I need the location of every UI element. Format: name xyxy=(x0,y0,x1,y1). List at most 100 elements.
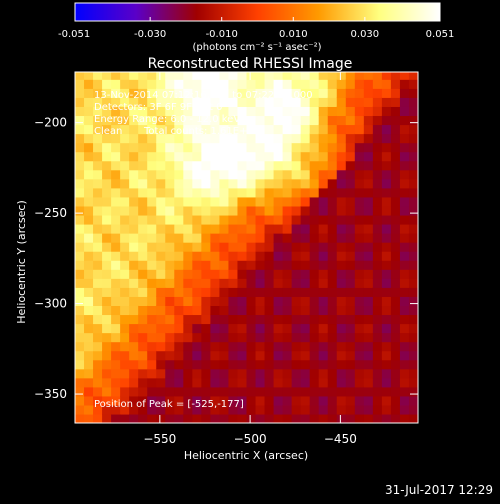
heatmap-cell xyxy=(84,395,94,406)
heatmap-cell xyxy=(138,178,148,189)
heatmap-cell xyxy=(210,332,221,343)
heatmap-cell xyxy=(147,72,157,80)
heatmap-cell xyxy=(129,251,139,261)
heatmap-cell xyxy=(408,296,418,306)
heatmap-cell xyxy=(138,214,148,225)
heatmap-cell xyxy=(381,404,392,415)
heatmap-cell xyxy=(147,386,157,397)
heatmap-cell xyxy=(390,223,401,234)
heatmap-cell xyxy=(291,269,302,279)
heatmap-cell xyxy=(282,106,293,117)
heatmap-cell xyxy=(93,88,103,98)
heatmap-cell xyxy=(84,97,94,107)
heatmap-cell xyxy=(363,115,374,126)
heatmap-cell xyxy=(84,404,94,415)
heatmap-cell xyxy=(102,151,112,162)
heatmap-cell xyxy=(255,124,266,135)
heatmap-cell xyxy=(183,223,193,234)
heatmap-cell xyxy=(390,314,401,325)
heatmap-cell xyxy=(129,305,139,316)
colorbar-tick-label: -0.051 xyxy=(58,29,90,40)
heatmap-cell xyxy=(354,196,365,207)
heatmap-cell xyxy=(201,251,211,261)
heatmap-cell xyxy=(147,97,157,107)
heatmap-cell xyxy=(318,404,329,415)
heatmap-cell xyxy=(201,187,211,198)
heatmap-cell xyxy=(84,386,94,397)
heatmap-cell xyxy=(300,368,311,379)
heatmap-cell xyxy=(282,269,293,279)
heatmap-cell xyxy=(156,223,166,234)
heatmap-cell xyxy=(381,133,392,144)
heatmap-cell xyxy=(309,160,320,171)
heatmap-cell xyxy=(264,233,275,243)
heatmap-cell xyxy=(282,115,293,126)
heatmap-cell xyxy=(102,260,112,270)
heatmap-cell xyxy=(264,395,275,406)
heatmap-cell xyxy=(75,187,85,198)
heatmap-cell xyxy=(273,386,284,397)
heatmap-cell xyxy=(174,160,184,171)
heatmap-cell xyxy=(237,151,248,162)
heatmap-cell xyxy=(147,178,157,189)
heatmap-cell xyxy=(219,187,230,198)
heatmap-cell xyxy=(237,296,248,306)
heatmap-cell xyxy=(84,377,94,388)
heatmap-cell xyxy=(309,251,320,261)
heatmap-cell xyxy=(246,368,257,379)
heatmap-cell xyxy=(300,404,311,415)
heatmap-cell xyxy=(84,332,94,343)
heatmap-cell xyxy=(192,133,202,144)
heatmap-cell xyxy=(237,72,248,80)
heatmap-cell xyxy=(327,233,338,243)
heatmap-cell xyxy=(147,377,157,388)
heatmap-cell xyxy=(228,296,239,306)
annotation-line: 13-Nov-2014 07:12:16.000 to 07:22:16.000 xyxy=(94,90,313,101)
heatmap-cell xyxy=(381,233,392,243)
heatmap-cell xyxy=(93,305,103,316)
heatmap-cell xyxy=(174,350,184,361)
heatmap-cell xyxy=(390,404,401,415)
heatmap-cell xyxy=(363,359,374,370)
heatmap-cell xyxy=(345,169,356,180)
heatmap-cell xyxy=(273,332,284,343)
heatmap-cell xyxy=(345,269,356,279)
heatmap-cell xyxy=(327,187,338,198)
heatmap-cell xyxy=(246,341,257,352)
heatmap-cell xyxy=(372,214,383,225)
heatmap-cell xyxy=(255,332,266,343)
heatmap-cell xyxy=(210,269,221,279)
heatmap-cell xyxy=(264,142,275,153)
heatmap-cell xyxy=(291,233,302,243)
heatmap-cell xyxy=(408,251,418,261)
heatmap-cell xyxy=(75,133,85,144)
heatmap-cell xyxy=(327,124,338,135)
heatmap-cell xyxy=(129,350,139,361)
heatmap-cell xyxy=(156,151,166,162)
heatmap-cell xyxy=(255,178,266,189)
heatmap-cell xyxy=(156,97,166,107)
heatmap-cell xyxy=(93,260,103,270)
heatmap-cell xyxy=(291,242,302,252)
heatmap-cell xyxy=(219,169,230,180)
heatmap-cell xyxy=(201,115,211,126)
heatmap-cell xyxy=(84,269,94,279)
heatmap-cell xyxy=(138,359,148,370)
heatmap-cell xyxy=(219,314,230,325)
heatmap-cell xyxy=(237,187,248,198)
heatmap-cell xyxy=(165,296,175,306)
heatmap-cell xyxy=(282,242,293,252)
heatmap-cell xyxy=(165,305,175,316)
heatmap-cell xyxy=(75,386,85,397)
heatmap-cell xyxy=(300,278,311,288)
heatmap-cell xyxy=(363,260,374,270)
heatmap-cell xyxy=(174,278,184,288)
heatmap-cell xyxy=(129,377,139,388)
heatmap-cell xyxy=(390,115,401,126)
heatmap-cell xyxy=(291,205,302,216)
heatmap-cell xyxy=(84,413,94,423)
heatmap-cell xyxy=(174,233,184,243)
heatmap-cell xyxy=(138,142,148,153)
heatmap-cell xyxy=(210,323,221,334)
heatmap-cell xyxy=(408,287,418,297)
